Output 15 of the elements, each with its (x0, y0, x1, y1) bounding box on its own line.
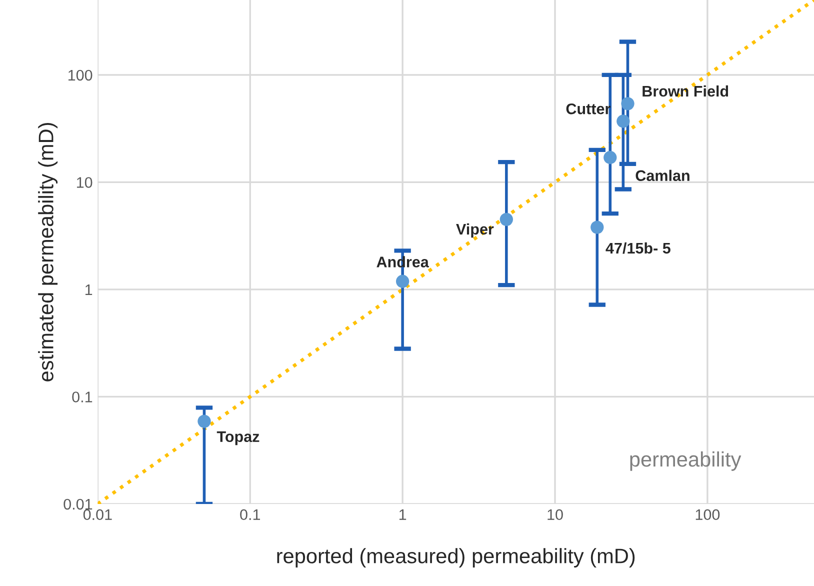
x-tick-label: 10 (548, 509, 563, 520)
x-tick-label: 1 (399, 509, 406, 520)
y-tick-label: 0.01 (64, 498, 92, 510)
data-label: Camlan (636, 170, 690, 182)
data-label: Topaz (216, 431, 260, 446)
annotation: permeability (630, 451, 742, 471)
x-axis-title: reported (measured) permeability (mD) (277, 548, 635, 568)
y-tick-label: 0.1 (72, 392, 92, 402)
y-tick-label: 100 (68, 70, 92, 81)
data-label: 47/15b- 5 (606, 242, 670, 254)
y-tick-label: 1 (85, 284, 92, 295)
x-tick-label: 0.1 (240, 509, 260, 520)
y-tick-label: 10 (76, 177, 92, 188)
y-axis-title: estimated permeability (mD) (38, 123, 58, 382)
x-tick-label: 100 (696, 509, 720, 520)
